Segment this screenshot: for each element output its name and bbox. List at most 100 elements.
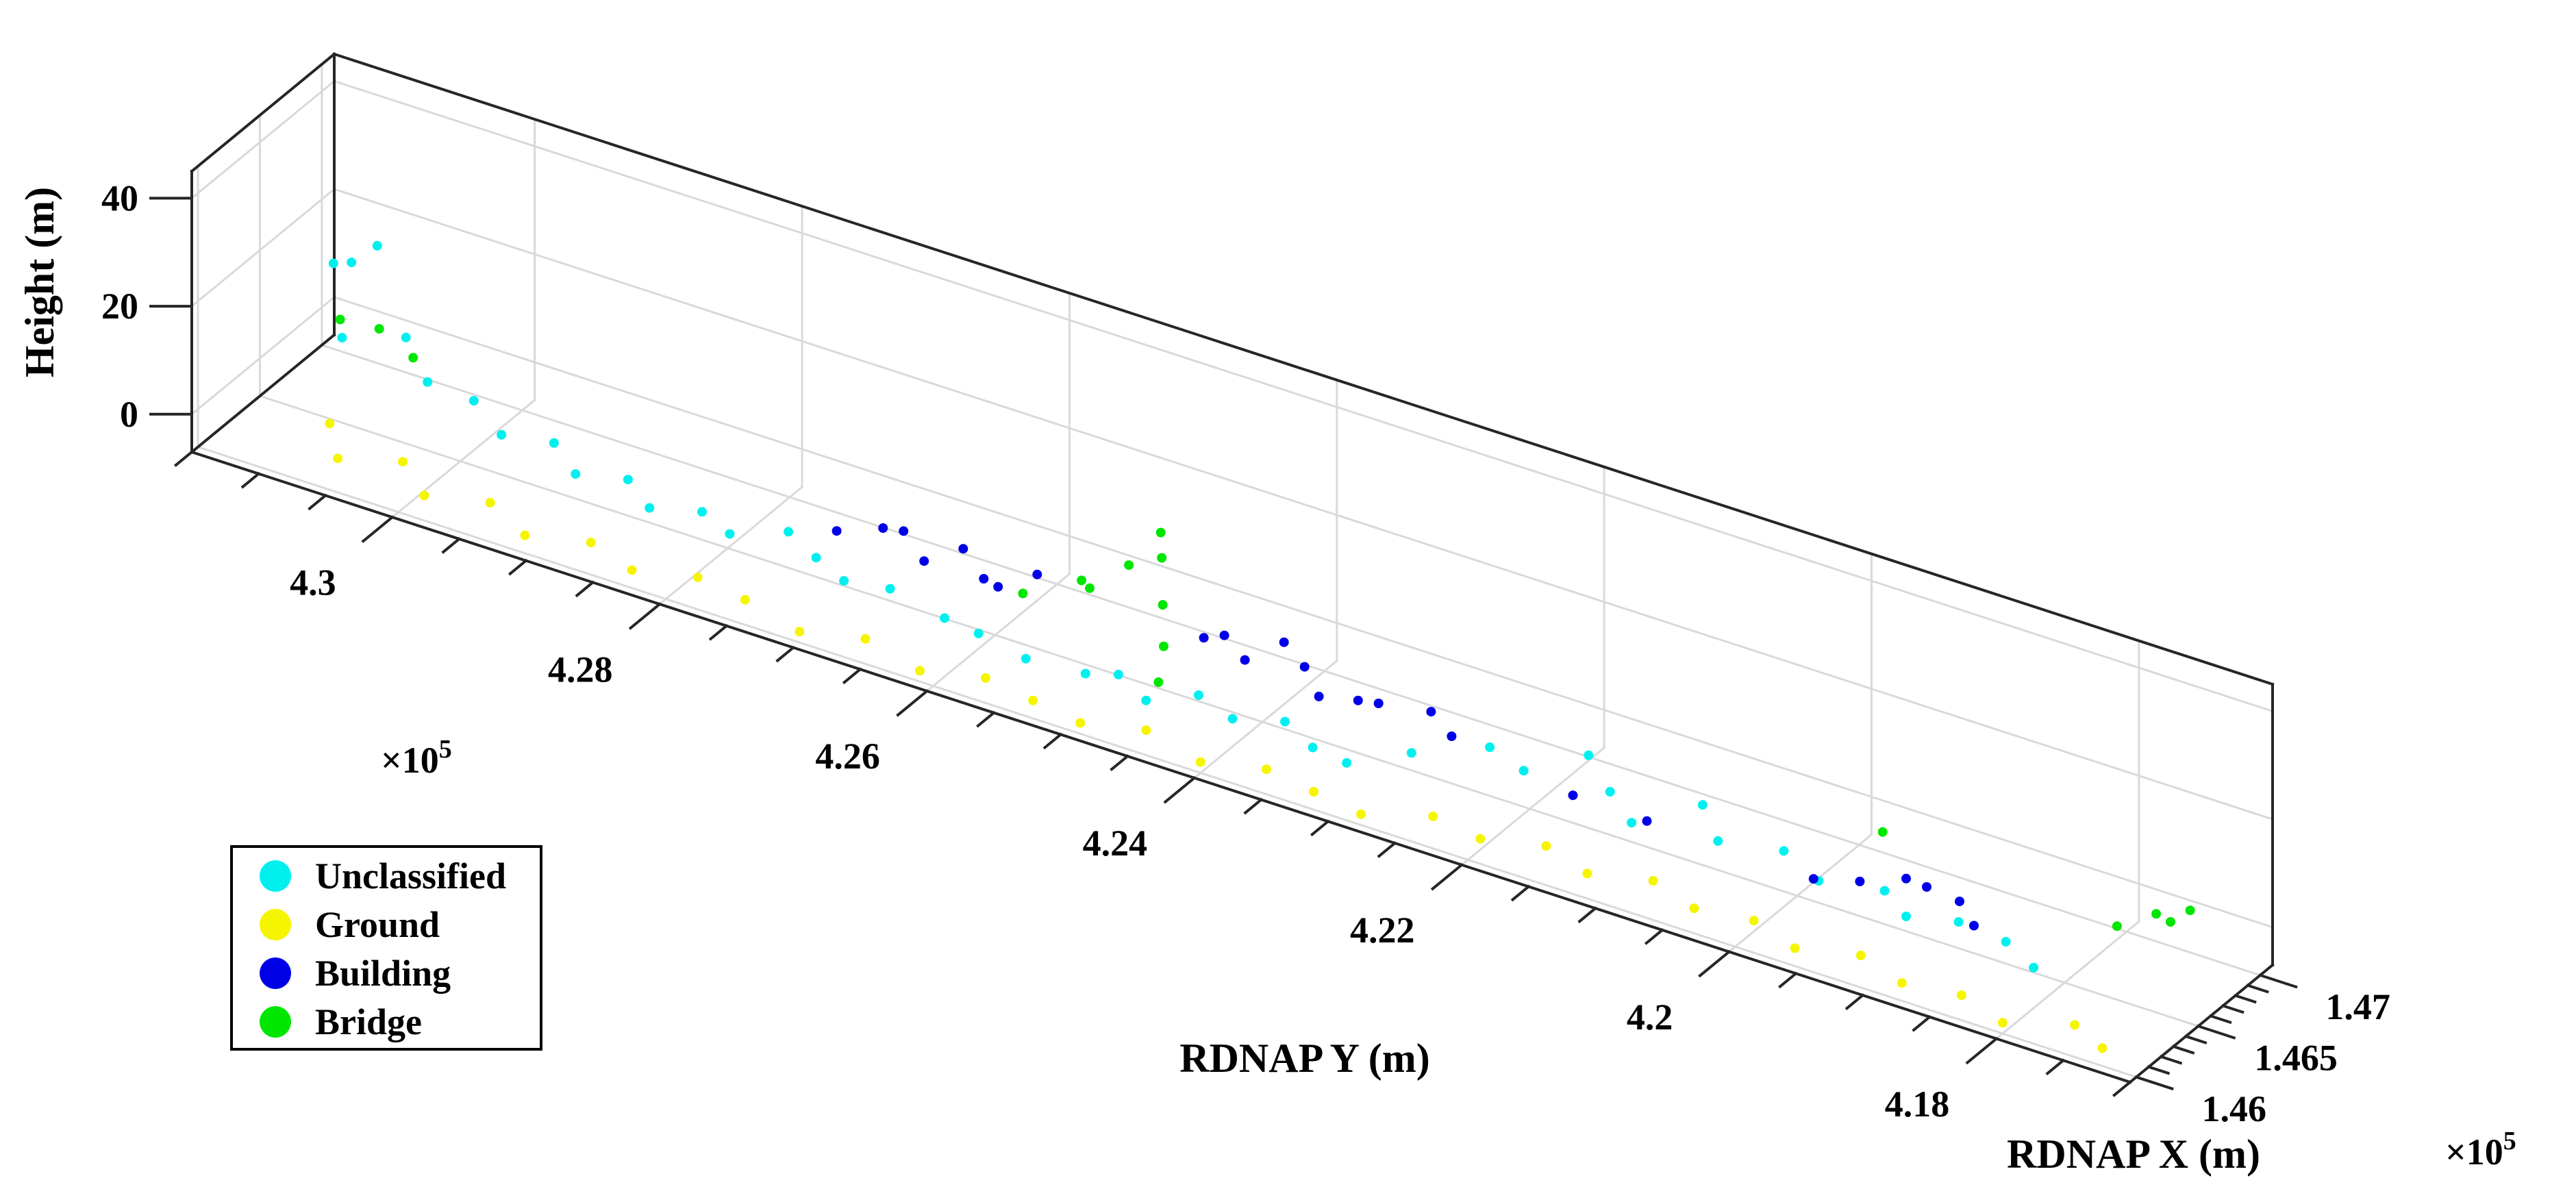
series-bridge: [335, 314, 2195, 931]
legend-marker-building: [260, 957, 291, 989]
point-building-15: [1373, 699, 1384, 708]
y-minor-tick: [575, 580, 595, 598]
point-building-7: [1032, 569, 1042, 579]
point-building-16: [1426, 707, 1436, 717]
point-unclassified-32: [1584, 750, 1594, 760]
x-tick-0: [2134, 1075, 2174, 1091]
y-minor-tick: [1110, 754, 1130, 772]
point-bridge-10: [1159, 641, 1168, 651]
legend-item-ground: Ground: [260, 904, 440, 945]
y-minor-tick: [1243, 797, 1264, 815]
grid-back-z-1: [333, 188, 2274, 821]
grid-floor-y-4: [925, 572, 1071, 693]
point-unclassified-2: [372, 240, 382, 251]
y-tick-label-4: 4.26: [815, 736, 880, 777]
point-unclassified-25: [1227, 714, 1238, 724]
x-multiplier: ×105: [2445, 1127, 2516, 1173]
point-bridge-1: [374, 324, 384, 334]
point-unclassified-41: [1953, 917, 1964, 927]
x-minor-tick: [2147, 1065, 2171, 1075]
box-edge-back-top: [332, 52, 2275, 686]
point-building-6: [993, 581, 1003, 592]
z-tick-label-0: 0: [120, 394, 138, 435]
y-tick-2: [1430, 862, 1464, 891]
x-tick-label-1: 1.465: [2254, 1038, 2338, 1079]
point-unclassified-43: [2029, 962, 2039, 973]
x-minor-tick: [2159, 1055, 2183, 1065]
point-ground-22: [1475, 834, 1486, 844]
y-tick-label-6: 4.3: [290, 562, 336, 603]
point-unclassified-24: [1194, 690, 1203, 700]
point-ground-29: [1855, 950, 1866, 960]
legend-marker-ground: [260, 909, 291, 940]
point-unclassified-20: [1021, 653, 1031, 664]
x-minor-tick: [2234, 994, 2257, 1004]
grid-floor-y-3: [1192, 659, 1338, 779]
point-unclassified-4: [401, 332, 411, 342]
y-tick-1: [1698, 949, 1731, 978]
y-minor-tick: [1845, 993, 1865, 1010]
point-unclassified-17: [885, 584, 895, 594]
point-unclassified-22: [1113, 669, 1123, 679]
point-unclassified-14: [784, 527, 794, 537]
y-minor-tick: [2112, 1080, 2132, 1097]
grid-floor-x-0: [197, 445, 2138, 1079]
point-bridge-7: [1155, 527, 1166, 538]
point-unclassified-42: [2001, 937, 2011, 947]
point-unclassified-31: [1518, 766, 1529, 776]
point-ground-28: [1790, 943, 1800, 953]
point-unclassified-30: [1485, 742, 1495, 752]
x-minor-tick: [2221, 1003, 2244, 1014]
point-unclassified-16: [839, 576, 849, 586]
point-building-9: [1219, 630, 1229, 640]
point-bridge-5: [1085, 583, 1095, 593]
grid-floor-x-2: [321, 343, 2262, 977]
point-unclassified-11: [645, 503, 655, 513]
point-ground-10: [795, 627, 805, 637]
point-ground-4: [485, 498, 495, 508]
y-minor-tick: [1310, 819, 1330, 837]
point-bridge-15: [2166, 917, 2175, 927]
series-unclassified: [328, 240, 2039, 973]
point-unclassified-29: [1406, 748, 1416, 758]
point-building-3: [919, 556, 929, 566]
point-ground-17: [1195, 757, 1205, 767]
y-minor-tick: [308, 493, 327, 511]
point-bridge-12: [1877, 827, 1888, 837]
series-building: [831, 523, 1979, 931]
grid-back-z-2: [333, 79, 2274, 713]
point-bridge-11: [1153, 677, 1164, 687]
y-minor-tick: [508, 558, 528, 576]
point-unclassified-18: [940, 613, 950, 623]
grid-floor-y-0: [1994, 920, 2140, 1040]
point-ground-11: [860, 634, 871, 644]
x-tick-1: [2196, 1024, 2236, 1040]
y-tick-0: [1965, 1036, 1999, 1065]
legend-marker-unclassified: [260, 860, 291, 892]
point-unclassified-26: [1280, 716, 1290, 727]
point-ground-6: [586, 538, 596, 548]
y-minor-tick: [174, 450, 194, 467]
point-bridge-13: [2112, 921, 2122, 931]
point-building-25: [1969, 921, 1979, 931]
point-unclassified-40: [1901, 912, 1911, 921]
point-ground-23: [1541, 841, 1551, 851]
y-minor-tick: [976, 710, 996, 728]
point-ground-31: [1956, 990, 1966, 1001]
point-unclassified-6: [468, 396, 479, 406]
point-ground-13: [981, 673, 991, 683]
y-axis-title: RDNAP Y (m): [1179, 1036, 1429, 1081]
point-building-2: [899, 526, 909, 536]
ticks-layer: 4.18 4.2 4.22 4.24 4.26 4.28 4.3 1.46 1.465 1.47 0…: [101, 177, 2390, 1129]
y-tick-6: [361, 515, 395, 543]
grid-layer: [190, 63, 2274, 1079]
point-unclassified-13: [725, 529, 735, 539]
point-bridge-16: [2185, 905, 2195, 916]
point-building-17: [1447, 731, 1457, 741]
grid-side-z-1: [190, 188, 336, 308]
point-unclassified-23: [1141, 695, 1151, 705]
axes-box-back: [190, 52, 2275, 966]
grid-floor-y-6: [390, 399, 536, 519]
point-unclassified-3: [337, 333, 347, 343]
